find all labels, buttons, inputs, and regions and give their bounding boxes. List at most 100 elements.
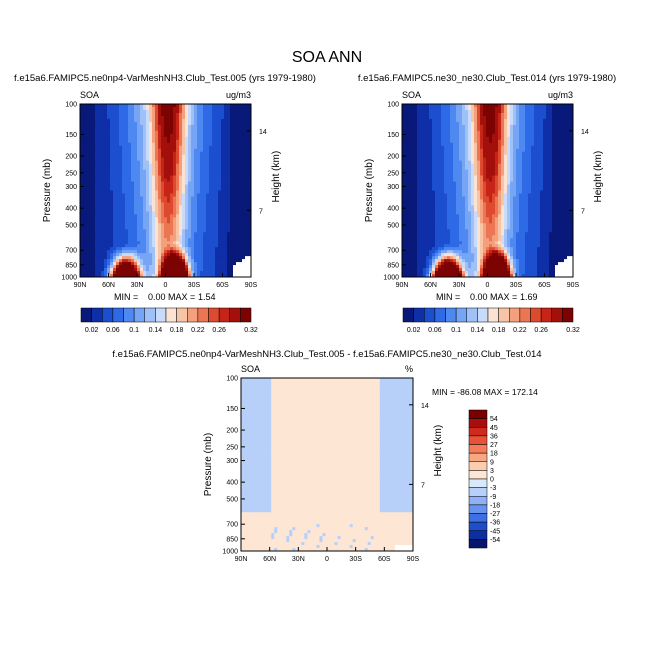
field-cell [164,262,168,266]
field-cell [110,104,114,108]
field-cell [209,274,213,278]
field-cell [158,223,162,227]
field-cell [149,226,153,230]
field-cell [209,217,213,221]
field-cell [209,238,213,242]
field-cell [134,193,138,197]
field-cell [122,175,126,179]
field-cell [206,196,210,200]
field-cell [453,154,457,159]
field-cell [236,133,240,138]
field-cell [218,115,222,120]
field-cell [525,160,529,165]
min-value: 0.00 [148,292,166,302]
field-cell [492,160,496,165]
field-cell [92,214,96,218]
field-cell [104,196,108,200]
field-cell [414,133,418,138]
field-cell [543,118,547,123]
field-cell [236,166,240,171]
field-cell [200,115,204,120]
field-cell [179,262,183,266]
field-cell [423,109,427,114]
field-cell [504,175,508,179]
field-cell [224,112,228,117]
field-cell [80,268,84,272]
field-cell [86,136,90,141]
field-cell [218,181,222,185]
field-cell [534,184,538,188]
field-cell [504,121,508,126]
field-cell [203,268,207,272]
field-cell [119,169,123,173]
field-cell [239,112,243,117]
field-cell [522,157,526,162]
field-cell [444,118,448,123]
field-cell [122,235,126,239]
field-cell [143,187,147,191]
field-cell [227,274,231,278]
field-cell [98,106,102,111]
field-cell [471,169,475,173]
field-cell [242,133,246,138]
field-cell [98,124,102,129]
field-cell [522,166,526,171]
field-cell [417,118,421,123]
field-cell [564,175,568,179]
field-cell [483,130,487,135]
field-cell [182,184,186,188]
field-cell [188,196,192,200]
field-cell [531,109,535,114]
field-cell [101,145,105,150]
field-cell [146,160,150,165]
field-cell [525,118,529,123]
field-cell [161,205,165,209]
field-cell [444,121,448,126]
field-cell [245,115,249,120]
field-cell [206,220,210,224]
field-cell [140,121,144,126]
field-cell [477,118,481,123]
field-cell [149,130,153,135]
field-cell [173,160,177,165]
field-cell [155,184,159,188]
field-cell [480,106,484,111]
field-cell [170,106,174,111]
field-cell [155,250,159,254]
field-cell [444,151,448,156]
field-cell [101,274,105,278]
field-cell [200,241,204,245]
field-cell [191,127,195,132]
field-cell [432,127,436,132]
field-cell [176,268,180,272]
field-cell [188,112,192,117]
field-cell [155,145,159,150]
field-cell [167,148,171,153]
field-cell [242,253,246,257]
field-cell [570,160,574,165]
field-cell [179,235,183,239]
field-cell [161,148,165,153]
field-cell [89,169,93,173]
field-cell [221,217,225,221]
field-cell [426,172,430,176]
field-cell [224,241,228,245]
field-cell [567,136,571,141]
field-cell [402,175,406,179]
field-cell [197,271,201,275]
field-cell [522,184,526,188]
field-cell [119,241,123,245]
field-cell [146,118,150,123]
field-cell [179,139,183,144]
field-cell [89,274,93,278]
field-cell [549,109,553,114]
field-cell [176,256,180,260]
field-cell [531,163,535,168]
field-cell [248,217,252,221]
field-cell [218,166,222,171]
field-cell [98,202,102,206]
field-cell [104,175,108,179]
field-cell [537,136,541,141]
field-cell [224,202,228,206]
field-cell [137,175,141,179]
